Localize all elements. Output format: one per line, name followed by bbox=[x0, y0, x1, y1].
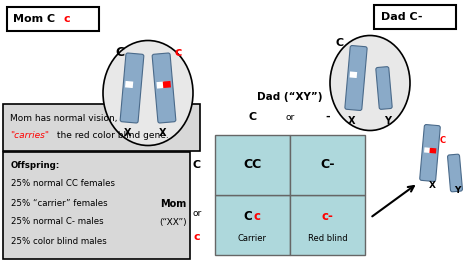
FancyBboxPatch shape bbox=[374, 5, 456, 29]
FancyBboxPatch shape bbox=[7, 7, 99, 31]
Text: C: C bbox=[336, 38, 344, 48]
Text: c: c bbox=[194, 232, 201, 242]
Text: c: c bbox=[63, 14, 70, 24]
FancyBboxPatch shape bbox=[447, 154, 463, 192]
Text: C: C bbox=[193, 160, 201, 170]
Ellipse shape bbox=[330, 36, 410, 130]
Bar bbox=[125, 81, 133, 88]
Text: X: X bbox=[159, 128, 167, 138]
Text: C: C bbox=[116, 47, 125, 59]
Text: Dad C-: Dad C- bbox=[381, 12, 422, 22]
Ellipse shape bbox=[103, 41, 193, 145]
Text: 25% color blind males: 25% color blind males bbox=[11, 236, 107, 245]
Text: Carrier: Carrier bbox=[238, 234, 267, 243]
Text: Red blind: Red blind bbox=[308, 234, 347, 243]
Text: (“XX”): (“XX”) bbox=[159, 218, 187, 226]
FancyBboxPatch shape bbox=[3, 152, 190, 259]
Text: c-: c- bbox=[321, 210, 333, 222]
Bar bbox=[429, 148, 437, 154]
Bar bbox=[424, 147, 431, 153]
Text: 25% “carrier” females: 25% “carrier” females bbox=[11, 199, 108, 208]
Text: the red color blind gene.: the red color blind gene. bbox=[54, 132, 169, 140]
Text: Mom: Mom bbox=[160, 199, 186, 209]
Bar bbox=[215, 195, 290, 255]
Text: X: X bbox=[348, 116, 356, 126]
Text: or: or bbox=[192, 209, 201, 218]
Text: Y: Y bbox=[454, 186, 460, 195]
FancyBboxPatch shape bbox=[376, 67, 392, 109]
Bar bbox=[290, 195, 365, 255]
FancyBboxPatch shape bbox=[420, 125, 440, 181]
Text: c: c bbox=[254, 210, 261, 222]
Bar bbox=[163, 81, 171, 88]
Text: C-: C- bbox=[320, 159, 335, 171]
Text: -: - bbox=[325, 112, 330, 122]
Text: C: C bbox=[440, 136, 446, 145]
FancyBboxPatch shape bbox=[120, 53, 144, 123]
Bar bbox=[290, 135, 365, 195]
Text: Offspring:: Offspring: bbox=[11, 160, 60, 169]
Text: Mom C: Mom C bbox=[13, 14, 55, 24]
Bar bbox=[349, 72, 357, 78]
Bar bbox=[156, 82, 164, 89]
Text: "carries": "carries" bbox=[10, 132, 49, 140]
Bar bbox=[215, 135, 290, 195]
Text: c: c bbox=[174, 47, 182, 59]
FancyBboxPatch shape bbox=[345, 45, 367, 110]
Text: C: C bbox=[248, 112, 256, 122]
Text: Y: Y bbox=[384, 116, 392, 126]
Text: CC: CC bbox=[243, 159, 262, 171]
FancyBboxPatch shape bbox=[3, 104, 200, 151]
Text: 25% normal CC females: 25% normal CC females bbox=[11, 180, 115, 189]
Text: or: or bbox=[285, 113, 295, 122]
FancyBboxPatch shape bbox=[152, 53, 176, 123]
Text: Mom has normal vision, but: Mom has normal vision, but bbox=[10, 114, 136, 124]
Text: X: X bbox=[428, 181, 436, 190]
Text: 25% normal C- males: 25% normal C- males bbox=[11, 218, 104, 226]
Text: X: X bbox=[124, 128, 132, 138]
Text: Dad (“XY”): Dad (“XY”) bbox=[257, 92, 323, 102]
Text: C: C bbox=[243, 210, 252, 222]
